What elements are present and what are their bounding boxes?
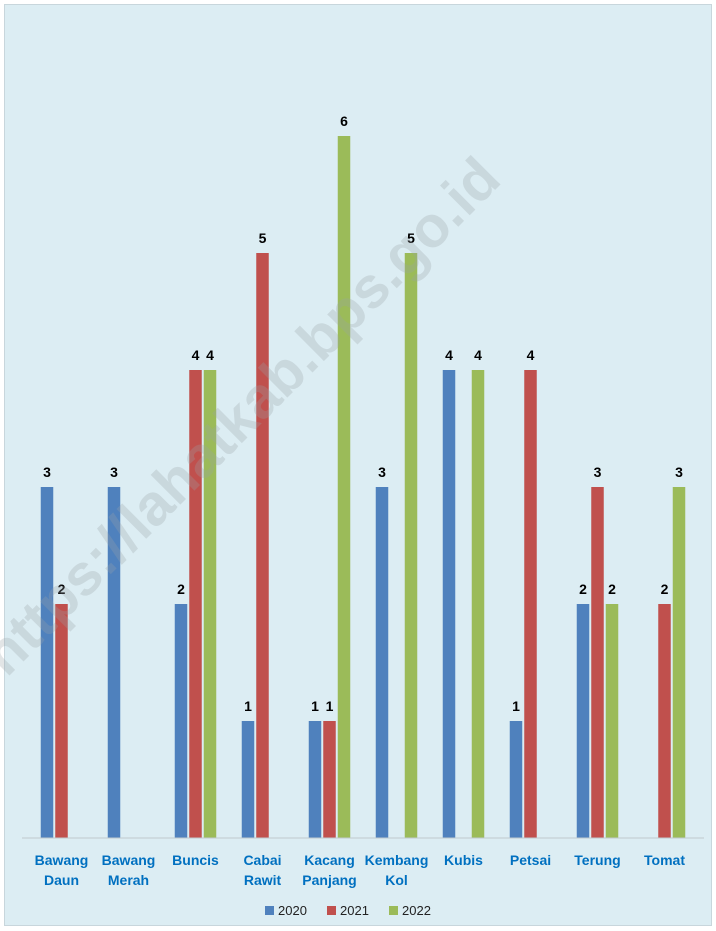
bar-2020-3 (241, 721, 255, 838)
bar-2021-4 (323, 721, 336, 838)
data-label-2021-0: 2 (58, 581, 66, 597)
data-label-2021-8: 3 (594, 464, 602, 480)
data-label-2021-2: 4 (192, 347, 200, 363)
category-label-1: Bawang Merah (102, 852, 156, 888)
category-label-5: Kembang Kol (365, 852, 429, 888)
data-label-2020-4: 1 (311, 698, 319, 714)
category-label-9: Tomat (644, 852, 685, 868)
bar-2022-6 (471, 370, 485, 838)
category-label-6: Kubis (444, 852, 483, 868)
bar-2021-9 (658, 604, 671, 838)
data-label-2022-6: 4 (474, 347, 482, 363)
data-label-2020-1: 3 (110, 464, 118, 480)
data-label-2022-4: 6 (340, 113, 348, 129)
category-label-3: Cabai Rawit (243, 852, 281, 888)
data-label-2020-3: 1 (244, 698, 252, 714)
bar-2020-1 (107, 487, 121, 838)
bar-2021-2 (189, 370, 202, 838)
category-label-7: Petsai (510, 852, 551, 868)
bar-2022-8 (605, 604, 619, 838)
data-label-2021-4: 1 (326, 698, 334, 714)
legend-swatch-2021 (327, 906, 336, 915)
bar-2020-0 (40, 487, 54, 838)
data-label-2020-2: 2 (177, 581, 185, 597)
bar-2022-5 (404, 253, 418, 838)
data-label-2021-3: 5 (259, 230, 267, 246)
bar-2020-5 (375, 487, 389, 838)
bar-2021-8 (591, 487, 604, 838)
category-label-2: Buncis (172, 852, 219, 868)
data-label-2020-0: 3 (43, 464, 51, 480)
bar-2020-7 (509, 721, 523, 838)
data-label-2022-2: 4 (206, 347, 214, 363)
category-label-8: Terung (574, 852, 620, 868)
category-label-0: Bawang Daun (35, 852, 89, 888)
legend: 2020 2021 2022 (265, 903, 431, 918)
data-label-2020-7: 1 (512, 698, 520, 714)
data-label-2021-9: 2 (661, 581, 669, 597)
bar-2020-2 (174, 604, 188, 838)
data-label-2022-8: 2 (608, 581, 616, 597)
category-label-4: Kacang Panjang (302, 852, 356, 888)
bar-2020-4 (308, 721, 322, 838)
bar-2022-9 (672, 487, 686, 838)
data-label-2020-8: 2 (579, 581, 587, 597)
bar-2022-2 (203, 370, 217, 838)
data-label-2021-7: 4 (527, 347, 535, 363)
bar-2021-3 (256, 253, 269, 838)
bar-2021-7 (524, 370, 537, 838)
legend-swatch-2022 (389, 906, 398, 915)
data-label-2022-5: 5 (407, 230, 415, 246)
legend-swatch-2020 (265, 906, 274, 915)
bar-2022-4 (337, 136, 351, 838)
bar-2020-6 (442, 370, 456, 838)
legend-label-2021: 2021 (340, 903, 369, 918)
data-label-2020-6: 4 (445, 347, 453, 363)
bar-2021-0 (55, 604, 68, 838)
data-label-2020-5: 3 (378, 464, 386, 480)
category-labels-layer: Bawang Daun Bawang Merah Buncis Cabai Rawit Kac… (35, 852, 686, 888)
legend-label-2020: 2020 (278, 903, 307, 918)
bar-2020-8 (576, 604, 590, 838)
legend-label-2022: 2022 (402, 903, 431, 918)
bars-layer (40, 136, 686, 838)
data-label-2022-9: 3 (675, 464, 683, 480)
